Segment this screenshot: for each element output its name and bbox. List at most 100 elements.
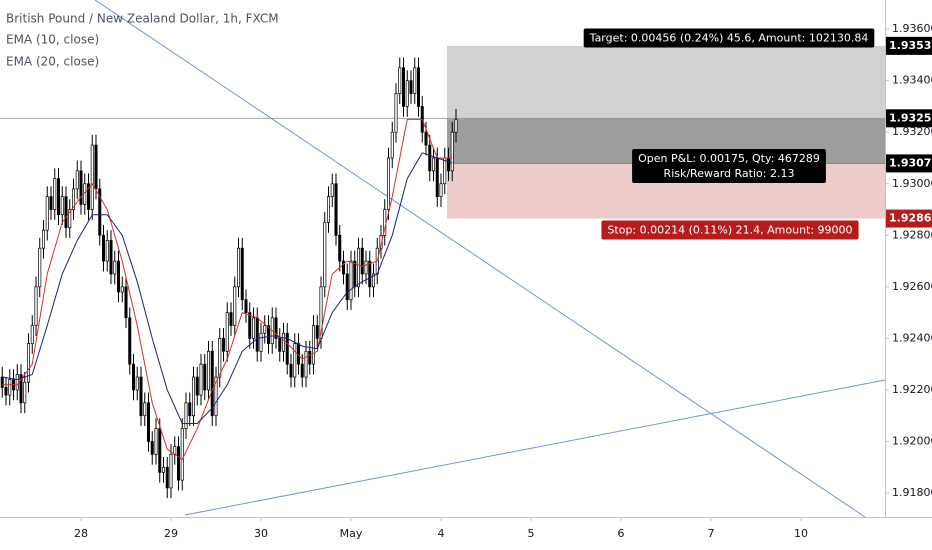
candle-body: [191, 376, 196, 417]
candle-body: [64, 196, 68, 228]
candle-body: [368, 260, 372, 288]
candle-body: [293, 343, 297, 378]
candle-body: [326, 196, 331, 223]
pnl-label-text: Risk/Reward Ratio: 2.13: [664, 167, 795, 180]
candle-body: [281, 332, 286, 352]
price-tag-label: 1.93079: [889, 156, 932, 169]
candle-body: [244, 299, 248, 313]
candle-body: [255, 317, 259, 352]
candle-body: [49, 196, 53, 210]
candle-body: [259, 332, 263, 352]
candle-body: [154, 428, 158, 455]
ema-line: [2, 118, 453, 461]
candle-body: [308, 350, 312, 365]
candle-body: [180, 428, 184, 481]
candle-body: [439, 183, 443, 197]
candle-body: [139, 376, 143, 417]
candle-body: [199, 363, 203, 396]
candle-body: [56, 178, 61, 216]
candle-body: [390, 131, 394, 159]
x-tick-label: 29: [164, 527, 178, 540]
candle-body: [176, 446, 181, 481]
candle-body: [263, 325, 267, 334]
y-tick-label: 1.92400: [892, 331, 932, 344]
candle-body: [135, 376, 139, 391]
price-tag-label: 1.92865: [889, 212, 932, 225]
x-tick-label: 28: [74, 527, 88, 540]
candle-body: [4, 387, 8, 396]
candle-body: [330, 183, 334, 197]
candle-body: [416, 67, 421, 107]
candle-body: [349, 260, 353, 301]
candle-body: [8, 379, 12, 396]
candle-body: [86, 183, 91, 210]
candle-body: [131, 363, 136, 391]
pnl-label: Open P&L: 0.00175, Qty: 467289 Risk/Rewar…: [632, 149, 826, 183]
candle-body: [251, 317, 256, 339]
candle-body: [94, 144, 98, 190]
chart-title: British Pound / New Zealand Dollar, 1h, …: [6, 12, 279, 26]
indicator-legend: EMA (10, close): [6, 33, 99, 47]
x-tick-label: May: [340, 527, 363, 540]
candle-body: [338, 234, 342, 262]
candle-body: [124, 286, 128, 319]
trend-line: [184, 379, 886, 516]
candle-body: [334, 183, 338, 236]
y-tick-label: 1.93200: [892, 125, 932, 138]
candle-body: [289, 363, 293, 378]
stop-label: Stop: 0.00214 (0.11%) 21.4, Amount: 9900…: [601, 220, 859, 240]
candle-body: [23, 381, 27, 404]
candle-body: [30, 325, 34, 344]
candle-body: [184, 402, 188, 429]
candle-body: [113, 260, 117, 275]
y-tick-label: 1.92000: [892, 434, 932, 447]
candle-body: [341, 260, 346, 275]
target-label: Target: 0.00456 (0.24%) 45.6, Amount: 10…: [583, 28, 875, 48]
pnl-label-text: Open P&L: 0.00175, Qty: 467289: [638, 152, 820, 165]
candle-body: [405, 80, 409, 107]
candle-body: [120, 286, 124, 293]
candle-body: [413, 67, 417, 94]
trend-line: [94, 0, 866, 518]
candle-body: [221, 338, 226, 352]
candle-body: [218, 338, 222, 378]
candle-body: [203, 363, 207, 391]
candle-body: [229, 312, 233, 326]
candle-body: [45, 196, 49, 231]
candle-body: [206, 350, 211, 391]
candle-body: [195, 376, 199, 396]
candle-body: [240, 247, 244, 301]
target-label-box: [583, 28, 875, 48]
candle-body: [371, 273, 376, 288]
x-tick-label: 10: [794, 527, 808, 540]
candle-body: [41, 229, 46, 249]
candle-body: [165, 466, 169, 489]
candle-body: [34, 286, 38, 326]
stop-label-box: [601, 220, 859, 240]
candle-body: [394, 93, 398, 133]
candle-body: [60, 196, 64, 216]
candle-body: [150, 441, 154, 455]
candle-body: [285, 332, 289, 365]
plot-layer: 1.91800 1.92000 1.92200 1.92400 1.92600 1.928…: [0, 22, 932, 540]
candle-body: [68, 209, 72, 228]
candle-body: [450, 131, 454, 172]
y-tick-label: 1.91800: [892, 486, 932, 499]
candle-body: [38, 247, 42, 288]
price-tag: [886, 154, 932, 173]
candle-body: [90, 144, 94, 210]
candle-body: [443, 157, 447, 185]
price-tag: [886, 209, 932, 228]
candle-body: [210, 350, 214, 417]
candle-body: [315, 325, 319, 339]
candle-body: [300, 363, 304, 378]
candle-body: [71, 188, 76, 210]
candle-body: [15, 374, 19, 391]
candle-body: [146, 402, 151, 442]
candle-body: [446, 157, 451, 172]
candle-body: [101, 234, 106, 262]
candle-body: [53, 178, 57, 210]
pnl-label-box: [632, 149, 826, 183]
candle-body: [19, 374, 23, 404]
price-tag-label: 1.93535: [889, 39, 932, 52]
